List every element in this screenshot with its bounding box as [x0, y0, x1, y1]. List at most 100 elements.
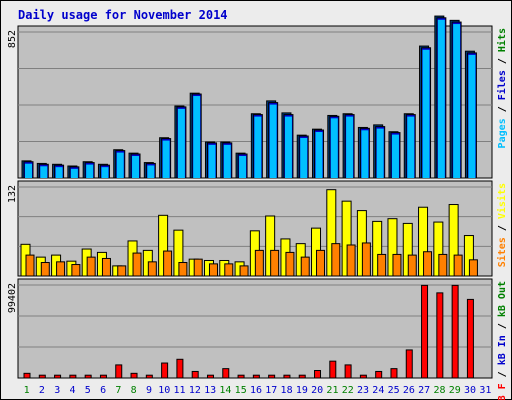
x-tick-label: 7: [115, 385, 121, 396]
y-max-label: 99402: [7, 283, 18, 313]
chart-panels: 852 Pages / Files / Hits 132 Sites / Visits…: [7, 15, 508, 400]
kb-f-bar: [314, 370, 322, 379]
kb-f-bar: [237, 374, 245, 379]
x-tick-label: 18: [281, 385, 293, 396]
legend-entry: /: [497, 317, 508, 335]
x-tick-label: 14: [219, 385, 231, 396]
kb-f-bar: [390, 368, 398, 379]
pages-bar: [284, 116, 292, 178]
kb-f-bar: [466, 298, 474, 379]
sites-bar: [423, 251, 433, 277]
kb-f-bar: [405, 349, 413, 379]
sites-bar: [300, 256, 310, 277]
sites-bar: [331, 243, 341, 277]
pages-bar: [300, 138, 308, 178]
pages-bar: [193, 96, 201, 178]
kb-f-bar: [130, 372, 138, 379]
pages-bar: [162, 140, 170, 178]
legend-entry: kB Out: [497, 281, 508, 317]
pages-bar: [40, 166, 48, 178]
x-tick-label: 4: [70, 385, 76, 396]
x-tick-label: 19: [296, 385, 308, 396]
pages-bar: [86, 164, 94, 178]
legend-entry: Pages: [497, 118, 508, 148]
pages-bar: [70, 168, 78, 178]
x-tick-label: 31: [479, 385, 491, 396]
x-tick-label: 13: [204, 385, 216, 396]
kb-f-bar: [222, 368, 230, 379]
x-tick-label: 30: [464, 385, 476, 396]
x-tick-label: 20: [311, 385, 323, 396]
pages-bar: [437, 19, 445, 179]
pages-bar: [346, 116, 354, 178]
x-tick-label: 6: [100, 385, 106, 396]
y-max-label: 132: [7, 185, 18, 203]
sites-bar: [40, 262, 50, 277]
sites-bar: [193, 258, 203, 277]
sites-bar: [117, 265, 127, 277]
legend-entry: /: [497, 52, 508, 70]
pages-bar: [239, 156, 247, 178]
sites-bar: [56, 261, 66, 277]
x-tick-label: 22: [342, 385, 354, 396]
kb-f-bar: [344, 364, 352, 379]
sites-bar: [270, 249, 280, 277]
kb-f-bar: [99, 374, 107, 379]
pages-bar: [453, 24, 461, 178]
legend-entry: Files: [496, 70, 508, 100]
sites-bar: [407, 254, 417, 277]
panel-hits-files-pages: 852 Pages / Files / Hits: [7, 15, 508, 179]
sites-bar: [316, 249, 326, 277]
sites-bar: [147, 261, 157, 277]
kb-f-bar: [38, 374, 46, 379]
series-legend: kB F / kB In / kB Out: [497, 281, 508, 400]
kb-f-bar: [268, 374, 276, 379]
kb-f-bar: [298, 374, 306, 379]
x-tick-label: 5: [85, 385, 91, 396]
legend-entry: kB F: [497, 383, 508, 400]
kb-f-bar: [283, 374, 291, 379]
kb-f-bar: [252, 374, 260, 379]
legend-entry: kB In: [497, 335, 508, 365]
panel-visits-sites: 132 Sites / Visits: [7, 180, 508, 277]
legend-entry: /: [497, 100, 508, 118]
series-legend: Pages / Files / Hits: [496, 28, 508, 148]
kb-f-bar: [206, 374, 214, 379]
kb-f-bar: [329, 360, 337, 379]
y-max-label: 852: [7, 30, 18, 48]
sites-bar: [453, 254, 463, 277]
kb-f-bar: [421, 284, 429, 379]
pages-bar: [330, 118, 338, 178]
pages-bar: [422, 49, 430, 178]
kb-f-bar: [375, 370, 383, 379]
legend-entry: /: [497, 219, 508, 237]
pages-bar: [361, 130, 369, 178]
pages-bar: [223, 144, 231, 178]
pages-bar: [177, 108, 185, 178]
pages-bar: [376, 128, 384, 178]
sites-bar: [285, 251, 295, 277]
pages-bar: [55, 167, 63, 178]
kb-f-bar: [115, 364, 123, 379]
sites-bar: [178, 262, 188, 277]
pages-bar: [315, 132, 323, 178]
legend-entry: Visits: [496, 183, 508, 219]
sites-bar: [468, 259, 478, 277]
series-legend: Sites / Visits: [496, 183, 508, 267]
sites-bar: [254, 249, 264, 277]
sites-bar: [71, 264, 81, 277]
x-tick-label: 12: [189, 385, 201, 396]
pages-bar: [25, 163, 32, 178]
sites-bar: [392, 253, 402, 277]
pages-bar: [116, 152, 124, 178]
panel-background: [17, 278, 493, 379]
x-tick-label: 8: [131, 385, 137, 396]
x-tick-label: 16: [250, 385, 262, 396]
pages-bar: [269, 104, 277, 178]
kb-f-bar: [161, 362, 169, 379]
kb-f-bar: [436, 292, 444, 379]
sites-bar: [132, 252, 142, 277]
legend-entry: Sites: [496, 237, 508, 267]
kb-f-bar: [359, 374, 367, 379]
sites-bar: [25, 254, 35, 277]
